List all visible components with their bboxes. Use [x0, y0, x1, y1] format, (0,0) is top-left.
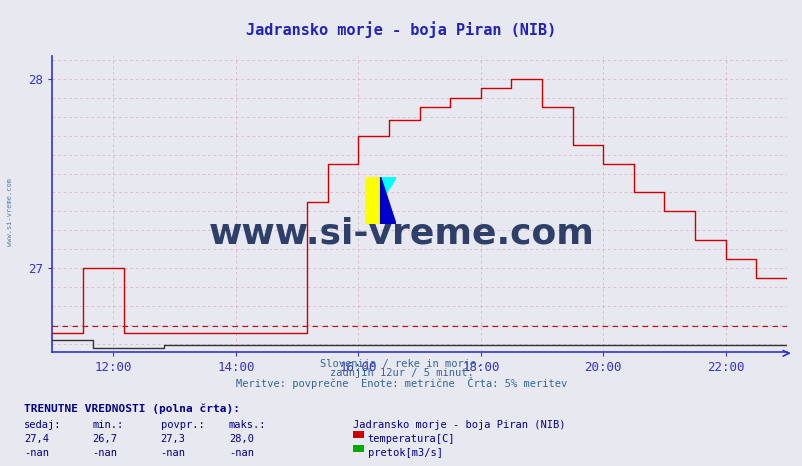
Text: Jadransko morje - boja Piran (NIB): Jadransko morje - boja Piran (NIB) — [353, 420, 565, 430]
Text: www.si-vreme.com: www.si-vreme.com — [209, 216, 593, 250]
Text: 26,7: 26,7 — [92, 434, 117, 444]
Text: zadnjih 12ur / 5 minut.: zadnjih 12ur / 5 minut. — [329, 368, 473, 378]
Text: pretok[m3/s]: pretok[m3/s] — [367, 448, 442, 458]
Text: Slovenija / reke in morje.: Slovenija / reke in morje. — [320, 359, 482, 369]
Polygon shape — [380, 177, 395, 224]
Text: maks.:: maks.: — [229, 420, 266, 430]
Bar — [365, 177, 380, 224]
Text: Meritve: povprečne  Enote: metrične  Črta: 5% meritev: Meritve: povprečne Enote: metrične Črta:… — [236, 377, 566, 390]
Text: www.si-vreme.com: www.si-vreme.com — [7, 178, 14, 246]
Text: -nan: -nan — [229, 448, 253, 458]
Text: -nan: -nan — [160, 448, 185, 458]
Text: 27,4: 27,4 — [24, 434, 49, 444]
Text: povpr.:: povpr.: — [160, 420, 204, 430]
Text: temperatura[C]: temperatura[C] — [367, 434, 455, 444]
Text: -nan: -nan — [92, 448, 117, 458]
Text: TRENUTNE VREDNOSTI (polna črta):: TRENUTNE VREDNOSTI (polna črta): — [24, 403, 240, 414]
Text: 28,0: 28,0 — [229, 434, 253, 444]
Text: min.:: min.: — [92, 420, 124, 430]
Text: 27,3: 27,3 — [160, 434, 185, 444]
Text: sedaj:: sedaj: — [24, 420, 62, 430]
Text: Jadransko morje - boja Piran (NIB): Jadransko morje - boja Piran (NIB) — [246, 21, 556, 38]
Text: -nan: -nan — [24, 448, 49, 458]
Polygon shape — [380, 177, 395, 200]
